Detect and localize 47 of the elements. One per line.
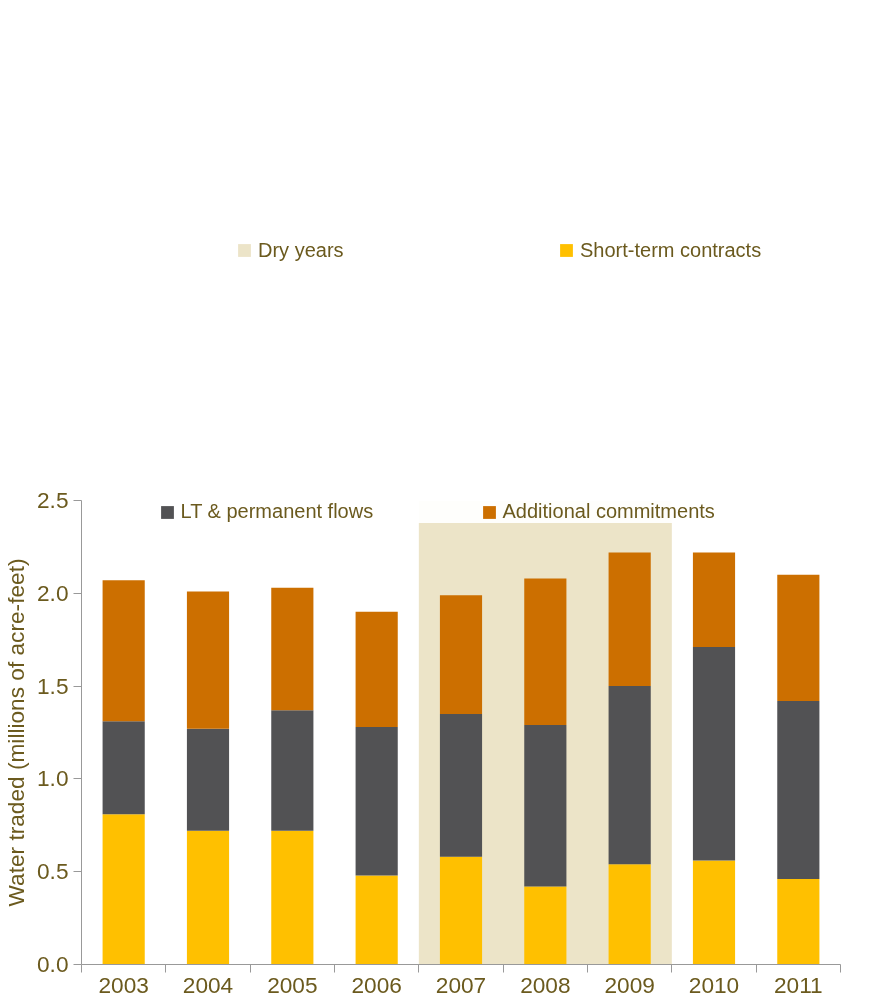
y-tick-label: 1.5 bbox=[37, 672, 69, 699]
bar bbox=[777, 574, 820, 701]
bar bbox=[102, 814, 145, 965]
y-tick-label: 1.0 bbox=[37, 765, 69, 792]
legend-label: Dry years bbox=[258, 238, 345, 262]
bar bbox=[692, 647, 736, 861]
x-tick-label: 2005 bbox=[267, 971, 318, 998]
bar bbox=[271, 830, 314, 965]
bar bbox=[439, 713, 483, 857]
bar bbox=[608, 864, 651, 965]
x-tick-label: 2007 bbox=[435, 971, 487, 998]
legend-label: Additional commitments bbox=[502, 500, 716, 523]
bar bbox=[355, 875, 398, 965]
bar bbox=[524, 725, 567, 887]
bar bbox=[102, 721, 145, 815]
bar bbox=[102, 580, 145, 722]
legend-label: Short-term contracts bbox=[580, 238, 763, 262]
bar bbox=[524, 886, 567, 965]
x-tick-label: 2011 bbox=[773, 971, 823, 998]
bar bbox=[271, 587, 314, 711]
bar bbox=[439, 856, 483, 965]
y-tick-label: 0.0 bbox=[37, 951, 69, 977]
bar bbox=[355, 611, 398, 727]
bar bbox=[186, 728, 230, 831]
bar bbox=[608, 686, 651, 865]
bar bbox=[524, 578, 567, 726]
bar bbox=[186, 830, 230, 965]
x-tick-label: 2009 bbox=[604, 971, 655, 998]
bar bbox=[355, 726, 398, 876]
bar bbox=[608, 552, 651, 687]
bar bbox=[271, 710, 314, 831]
bar bbox=[186, 591, 230, 729]
bar bbox=[692, 552, 736, 648]
x-tick-label: 2008 bbox=[520, 971, 571, 998]
y-tick-label: 2.5 bbox=[37, 487, 69, 513]
bar bbox=[777, 700, 820, 880]
bar bbox=[692, 860, 736, 965]
legend-label: LT & permanent flows bbox=[180, 500, 375, 523]
x-tick-label: 2006 bbox=[351, 971, 402, 998]
bar bbox=[777, 879, 820, 965]
x-tick-label: 2003 bbox=[98, 971, 149, 998]
bar bbox=[439, 595, 483, 714]
x-tick-label: 2004 bbox=[182, 971, 234, 998]
x-tick-label: 2010 bbox=[688, 971, 740, 998]
y-tick-label: 2.0 bbox=[37, 579, 69, 606]
y-axis-title: Water traded (millions of acre-feet) bbox=[3, 558, 29, 907]
y-tick-label: 0.5 bbox=[37, 858, 69, 885]
